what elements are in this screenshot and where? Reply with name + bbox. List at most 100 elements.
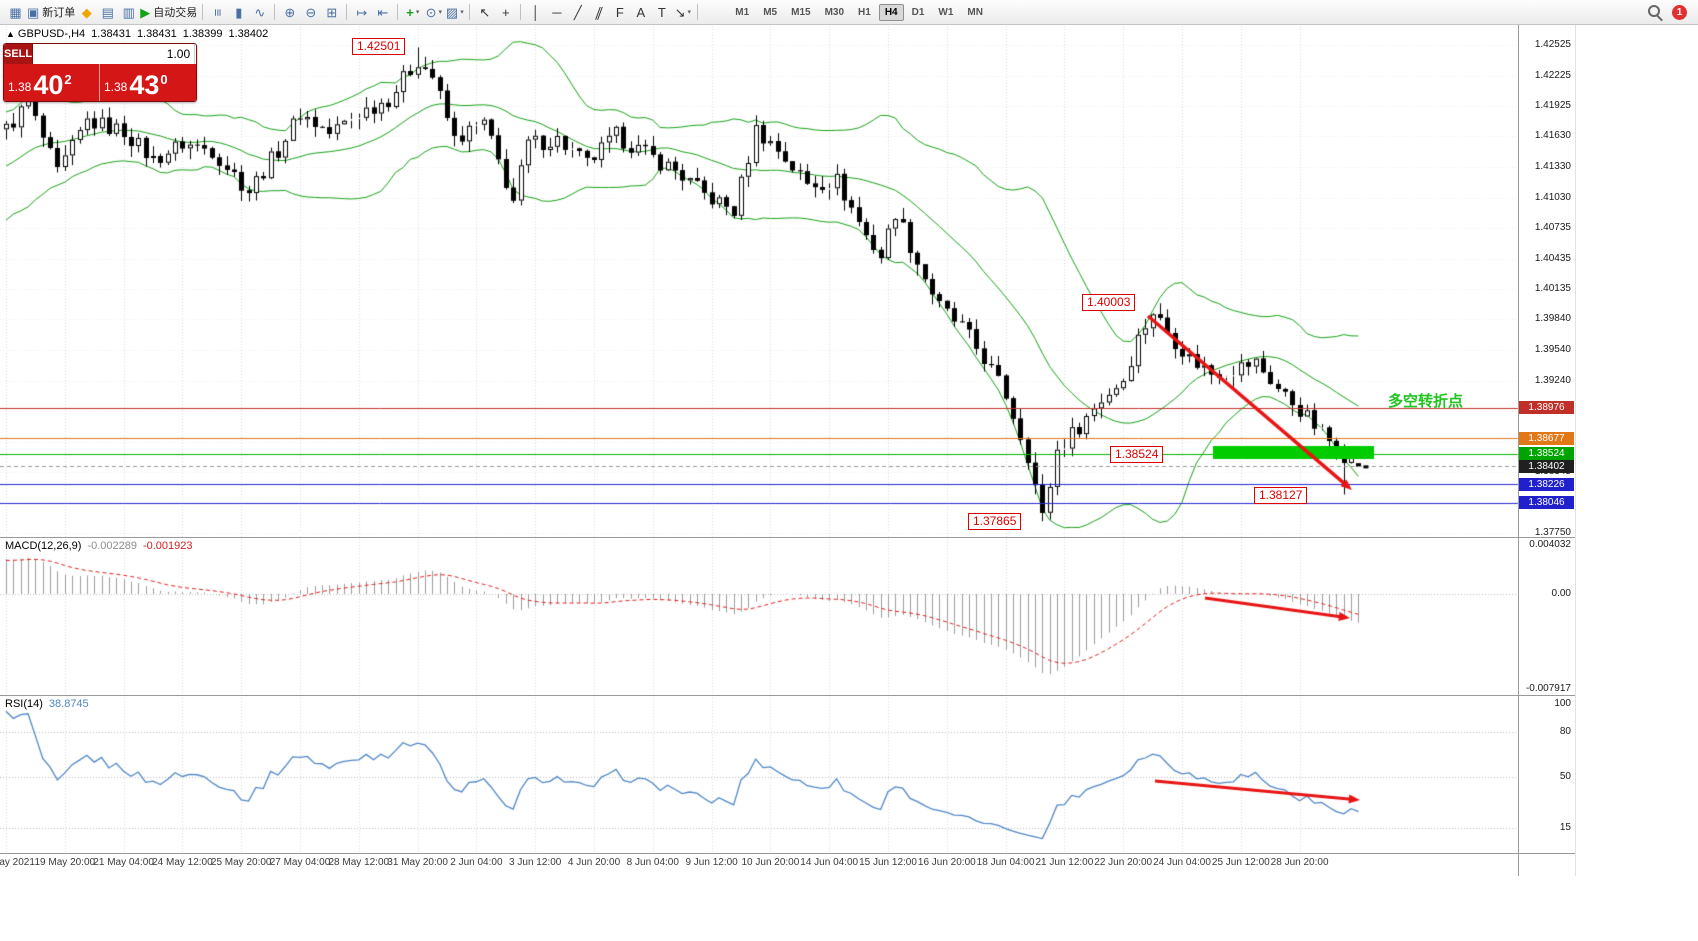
label-icon[interactable]: T bbox=[652, 2, 671, 22]
candlestick-chart-icon[interactable]: ▮ bbox=[229, 2, 248, 22]
channel-icon[interactable]: ∥ bbox=[589, 2, 608, 22]
time-axis-label: 15 Jun 12:00 bbox=[859, 857, 917, 868]
fibonacci-icon[interactable]: F bbox=[610, 2, 629, 22]
data-window-icon[interactable]: ▥ bbox=[119, 2, 138, 22]
periods-icon-glyph: ⊙ bbox=[425, 4, 437, 20]
chart-shift-icon-glyph: ⇤ bbox=[377, 4, 389, 20]
bar-chart-icon[interactable]: ≡ bbox=[208, 2, 227, 22]
search-icon[interactable] bbox=[1647, 4, 1663, 22]
time-axis-label: 21 May 04:00 bbox=[93, 857, 154, 868]
panel-separator-macd-rsi[interactable] bbox=[0, 695, 1575, 696]
price-axis-label: 1.40435 bbox=[1534, 252, 1571, 264]
vertical-line-icon[interactable]: │ bbox=[526, 2, 545, 22]
chart-window-icon[interactable]: ▦ bbox=[6, 2, 25, 22]
timeframe-m30[interactable]: M30 bbox=[824, 6, 845, 18]
volume-up-icon[interactable]: ▲ bbox=[195, 44, 196, 54]
fibonacci-icon-glyph: F bbox=[615, 4, 624, 20]
templates-icon[interactable]: ▨ ▾ bbox=[445, 2, 464, 22]
mql5-icon-glyph: ◆ bbox=[81, 4, 92, 20]
chart-window-icon-glyph: ▦ bbox=[9, 4, 22, 20]
templates-icon-glyph: ▨ bbox=[445, 4, 459, 20]
zoom-out-icon[interactable]: ⊖ bbox=[301, 2, 320, 22]
panel-separator-rsi-timeaxis[interactable] bbox=[0, 853, 1575, 854]
tile-windows-icon[interactable]: ⊞ bbox=[322, 2, 341, 22]
horizontal-line-icon[interactable]: ─ bbox=[547, 2, 566, 22]
volume-down-icon[interactable]: ▼ bbox=[195, 54, 196, 64]
sell-button[interactable]: SELL bbox=[4, 48, 33, 60]
toolbar-separator bbox=[397, 4, 399, 20]
time-axis-label: 16 Jun 20:00 bbox=[917, 857, 976, 868]
templates-icon-caret[interactable]: ▾ bbox=[460, 9, 464, 16]
timeframe-m5[interactable]: M5 bbox=[763, 6, 778, 18]
timeframe-m1[interactable]: M1 bbox=[735, 6, 750, 18]
toolbar-items: ▦ ▣ 新订单 ◆ ▤ ▥ ▶ 自动交易 ≡ ▮ ∿ ⊕ ⊖ ⊞ ↦ ⇤ + ▾ ⊙ ▾ ▨ ▾ ↖ + │ ─ ╱ ∥ F A T ↘ ▾ bbox=[5, 2, 702, 22]
text-icon-glyph: A bbox=[636, 4, 646, 20]
zoom-in-icon-glyph: ⊕ bbox=[284, 4, 296, 20]
text-icon[interactable]: A bbox=[631, 2, 650, 22]
timeframe-bar: M1 M5 M15 M30 H1 H4 D1 W1 MN bbox=[728, 3, 990, 21]
price-callout: 1.38524 bbox=[1110, 446, 1164, 463]
timeframe-w1[interactable]: W1 bbox=[938, 6, 954, 18]
rsi-axis-label: 50 bbox=[1559, 771, 1571, 782]
price-axis-label: 1.41330 bbox=[1534, 161, 1571, 173]
price-callout: 1.37865 bbox=[968, 513, 1022, 530]
price-tag: 1.38226 bbox=[1519, 477, 1574, 491]
time-axis-label: 22 Jun 20:00 bbox=[1094, 857, 1153, 868]
price-callout: 1.42501 bbox=[352, 38, 406, 55]
time-axis-label: 18 May 2021 bbox=[0, 857, 35, 868]
arrows-icon[interactable]: ↘ ▾ bbox=[673, 2, 692, 22]
periods-icon[interactable]: ⊙ ▾ bbox=[424, 2, 443, 22]
volume-input[interactable] bbox=[33, 44, 195, 64]
ask-price-pip: 0 bbox=[160, 72, 168, 87]
periods-icon-caret[interactable]: ▾ bbox=[438, 9, 442, 16]
panel-separator-main-macd[interactable] bbox=[0, 537, 1575, 538]
timeframe-m15[interactable]: M15 bbox=[791, 6, 811, 18]
notification-badge[interactable]: 1 bbox=[1672, 4, 1687, 20]
price-axis-label: 1.40735 bbox=[1534, 221, 1571, 233]
indicators-icon-caret[interactable]: ▾ bbox=[415, 9, 420, 16]
trendline-icon[interactable]: ╱ bbox=[568, 2, 587, 22]
price-axis-label: 1.41925 bbox=[1534, 100, 1571, 112]
crosshair-icon[interactable]: + bbox=[496, 2, 515, 22]
macd-axis-max-label: 0.004032 bbox=[1529, 539, 1571, 550]
indicators-icon-glyph: + bbox=[406, 4, 414, 20]
cursor-icon[interactable]: ↖ bbox=[475, 2, 494, 22]
volume-box: ▲ ▼ bbox=[32, 44, 196, 64]
trend-annotation: 多空转折点 bbox=[1388, 393, 1464, 410]
line-chart-icon-glyph: ∿ bbox=[254, 4, 266, 20]
auto-scroll-icon[interactable]: ↦ bbox=[352, 2, 371, 22]
time-axis-label: 3 Jun 12:00 bbox=[509, 857, 562, 868]
time-axis-label: 21 Jun 12:00 bbox=[1035, 857, 1094, 868]
auto-trading-button-glyph: ▶ bbox=[140, 4, 151, 20]
chart-shift-icon[interactable]: ⇤ bbox=[373, 2, 392, 22]
timeframe-mn[interactable]: MN bbox=[967, 6, 983, 18]
buy-price-panel[interactable]: 1.38 43 0 bbox=[100, 64, 196, 101]
mql5-icon[interactable]: ◆ bbox=[77, 2, 96, 22]
auto-trading-button[interactable]: ▶ 自动交易 bbox=[140, 2, 197, 22]
arrows-icon-caret[interactable]: ▾ bbox=[687, 9, 691, 16]
timeframe-h4[interactable]: H4 bbox=[878, 3, 904, 21]
price-axis-label: 1.41630 bbox=[1534, 130, 1571, 142]
new-order-button-glyph: ▣ bbox=[27, 4, 40, 20]
chart-canvas[interactable] bbox=[0, 0, 1575, 880]
timeframe-h1[interactable]: H1 bbox=[858, 6, 871, 18]
time-axis-label: 2 Jun 04:00 bbox=[450, 857, 503, 868]
rsi-axis-label: 80 bbox=[1559, 726, 1571, 737]
timeframe-d1[interactable]: D1 bbox=[911, 6, 925, 18]
sell-price-panel[interactable]: 1.38 40 2 bbox=[4, 64, 100, 101]
tile-windows-icon-glyph: ⊞ bbox=[326, 4, 338, 20]
time-axis-label: 4 Jun 20:00 bbox=[567, 857, 621, 868]
trendline-icon-glyph: ╱ bbox=[573, 4, 582, 20]
line-chart-icon[interactable]: ∿ bbox=[250, 2, 269, 22]
volume-spinner: ▲ ▼ bbox=[194, 44, 196, 64]
macd-header: MACD(12,26,9) -0.002289 -0.001923 bbox=[5, 540, 193, 552]
rsi-axis-label: 100 bbox=[1554, 698, 1571, 709]
rsi-axis-label: 15 bbox=[1559, 822, 1571, 833]
indicators-icon[interactable]: + ▾ bbox=[403, 2, 422, 22]
zoom-in-icon[interactable]: ⊕ bbox=[280, 2, 299, 22]
new-order-button[interactable]: ▣ 新订单 bbox=[27, 2, 75, 22]
one-click-price-row: 1.38 40 2 1.38 43 0 bbox=[4, 64, 196, 101]
market-watch-icon[interactable]: ▤ bbox=[98, 2, 117, 22]
price-axis-label: 1.40135 bbox=[1534, 283, 1571, 295]
